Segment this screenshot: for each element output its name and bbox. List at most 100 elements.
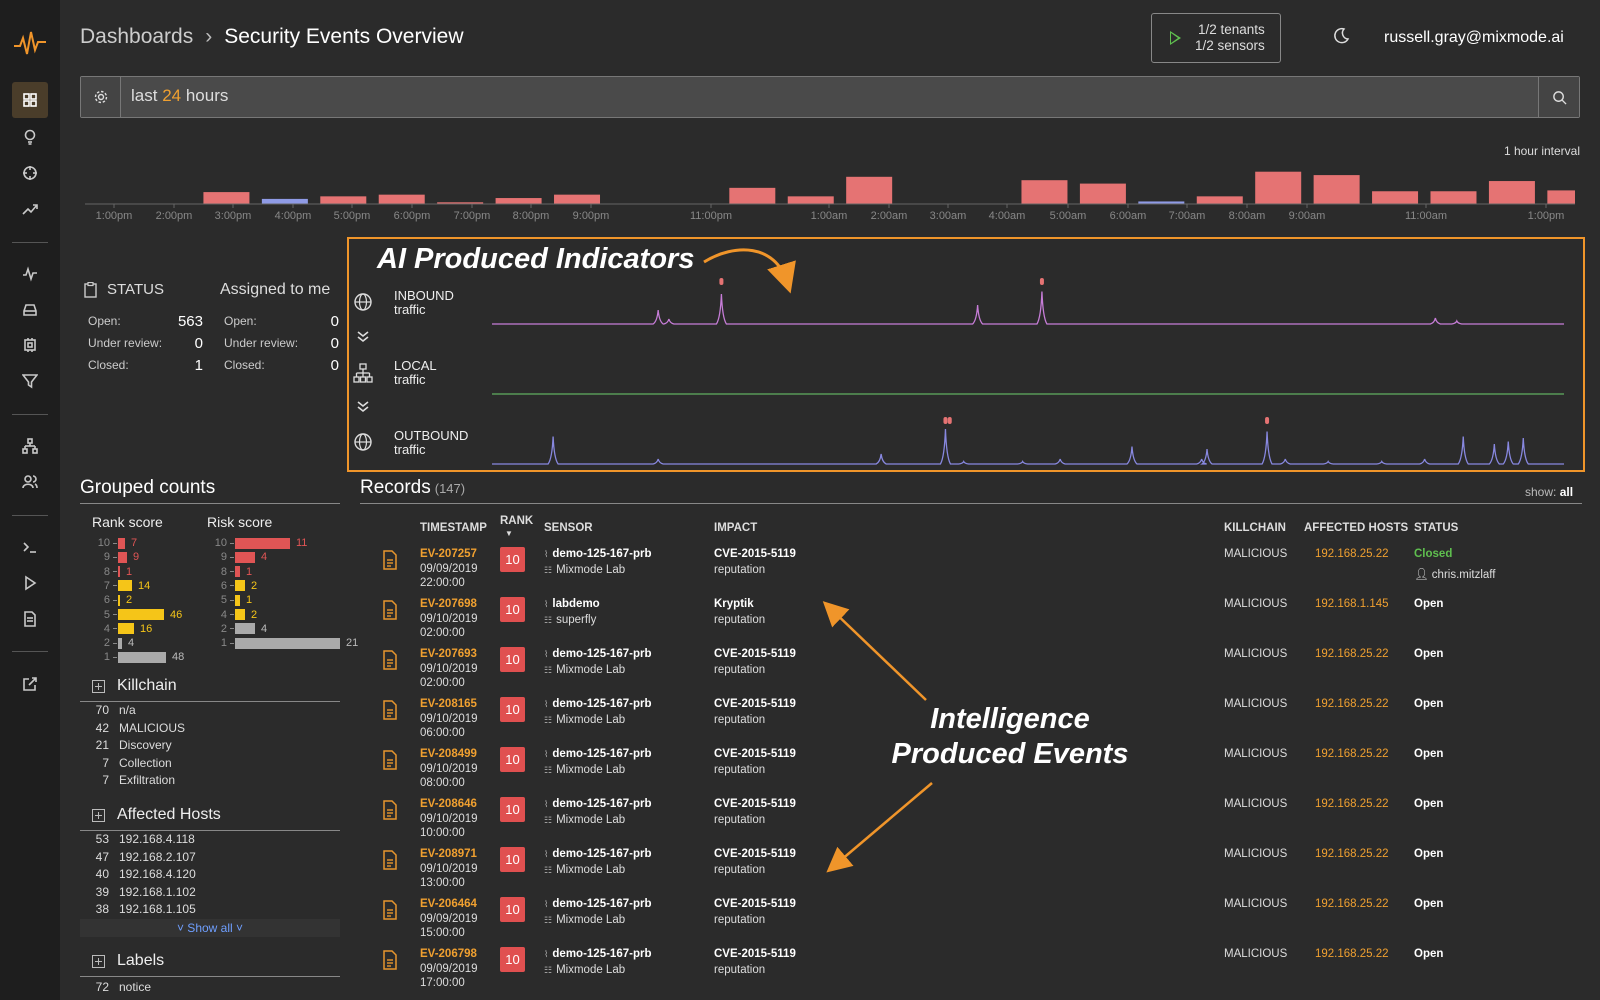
col-timestamp[interactable]: TIMESTAMP [420,522,487,534]
affected-host-link[interactable]: 192.168.25.22 [1315,648,1389,660]
rank-score-bar-row[interactable]: 1 48 [88,650,184,664]
affected-host-row[interactable]: 53 192.168.4.118 [88,832,195,846]
histogram-bar[interactable] [495,198,542,204]
affected-hosts-section-toggle[interactable]: Affected Hosts [92,806,221,824]
anomaly-marker[interactable] [947,417,952,424]
sensor-name[interactable]: demo-125-167-prb [544,698,651,710]
tenants-sensors-button[interactable]: 1/2 tenants 1/2 sensors [1151,13,1281,63]
outbound-sparkline[interactable] [492,428,1564,465]
interval-label[interactable]: 1 hour interval [1503,144,1580,158]
col-impact[interactable]: IMPACT [714,522,758,534]
status-value[interactable]: Open [1414,848,1444,860]
moon-icon[interactable] [1332,27,1350,45]
breadcrumb-dashboards[interactable]: Dashboards [80,25,194,48]
event-id-link[interactable]: EV-207698 [420,598,477,610]
killchain-row[interactable]: 7 Collection [88,756,171,770]
show-filter[interactable]: show: all [1525,485,1574,499]
nav-cpu-icon[interactable] [12,327,48,363]
document-icon[interactable] [382,900,398,920]
histogram-bar[interactable] [261,198,308,204]
labels-section-toggle[interactable]: Labels [92,952,164,970]
nav-play-icon[interactable] [12,565,48,601]
nav-reports-icon[interactable] [12,601,48,637]
histogram-bar[interactable] [1430,191,1477,204]
event-id-link[interactable]: EV-207257 [420,548,477,560]
status-value[interactable]: Closed [1414,548,1453,560]
document-icon[interactable] [382,850,398,870]
nav-dashboards-icon[interactable] [12,82,48,118]
table-row[interactable]: EV-208971 09/10/2019 13:00:00 10 demo-125-16… [360,847,1580,897]
nav-network-icon[interactable] [12,428,48,464]
histogram-bar[interactable] [378,194,425,204]
document-icon[interactable] [382,950,398,970]
status-value[interactable]: Open [1414,598,1444,610]
rank-score-bar-row[interactable]: 5 46 [88,608,182,622]
table-row[interactable]: EV-206798 09/09/2019 17:00:00 10 demo-125-16… [360,947,1580,997]
document-icon[interactable] [382,800,398,820]
event-id-link[interactable]: EV-208971 [420,848,477,860]
assigned-row-under-review[interactable]: Under review: 0 [224,334,339,352]
killchain-row[interactable]: 42 MALICIOUS [88,721,185,735]
table-row[interactable]: EV-208165 09/10/2019 06:00:00 10 demo-125-16… [360,697,1580,747]
status-value[interactable]: Open [1414,948,1444,960]
nav-activity-icon[interactable] [12,256,48,292]
histogram-bar[interactable] [1547,190,1575,204]
affected-host-link[interactable]: 192.168.25.22 [1315,698,1389,710]
search-query-input[interactable]: last 24 hours [131,86,228,106]
event-id-link[interactable]: EV-206798 [420,948,477,960]
rank-score-bar-row[interactable]: 10 7 [88,536,137,550]
histogram-bar[interactable] [203,192,250,204]
col-killchain[interactable]: KILLCHAIN [1224,522,1286,534]
affected-host-link[interactable]: 192.168.25.22 [1315,898,1389,910]
histogram-bar[interactable] [1313,175,1360,204]
affected-host-link[interactable]: 192.168.25.22 [1315,948,1389,960]
col-affected-hosts[interactable]: AFFECTED HOSTS [1304,522,1409,534]
status-row-under-review[interactable]: Under review: 0 [88,334,203,352]
document-icon[interactable] [382,600,398,620]
killchain-row[interactable]: 7 Exfiltration [88,773,175,787]
histogram-bar[interactable] [1372,191,1419,204]
sensor-name[interactable]: demo-125-167-prb [544,798,651,810]
affected-host-link[interactable]: 192.168.25.22 [1315,748,1389,760]
expand-chevron-icon[interactable] [356,330,370,344]
rank-score-bar-row[interactable]: 4 16 [88,622,152,636]
killchain-section-toggle[interactable]: Killchain [92,677,177,695]
status-value[interactable]: Open [1414,748,1444,760]
rank-score-bar-row[interactable]: 7 14 [88,579,150,593]
nav-trends-icon[interactable] [12,191,48,227]
event-id-link[interactable]: EV-208165 [420,698,477,710]
sensor-name[interactable]: demo-125-167-prb [544,548,651,560]
affected-host-link[interactable]: 192.168.25.22 [1315,548,1389,560]
user-menu[interactable]: russell.gray@mixmode.ai [1384,29,1564,46]
table-row[interactable]: EV-207257 09/09/2019 22:00:00 10 demo-125-16… [360,547,1580,597]
document-icon[interactable] [382,750,398,770]
event-id-link[interactable]: EV-206464 [420,898,477,910]
search-settings-button[interactable] [81,77,121,117]
risk-score-bar-row[interactable]: 1 21 [205,636,358,650]
histogram-bar[interactable] [1196,196,1243,204]
anomaly-marker[interactable] [719,278,724,285]
histogram-bar[interactable] [1255,171,1302,204]
document-icon[interactable] [382,550,398,570]
traffic-sparklines[interactable] [492,272,1564,472]
event-id-link[interactable]: EV-208499 [420,748,477,760]
affected-host-row[interactable]: 39 192.168.1.102 [88,885,196,899]
status-row-closed[interactable]: Closed: 1 [88,356,203,374]
event-histogram[interactable]: 1:00pm 2:00pm 3:00pm 4:00pm 5:00pm 6:00pm 7:00… [85,160,1575,232]
assigned-row-closed[interactable]: Closed: 0 [224,356,339,374]
show-all-hosts-button[interactable]: ˅ Show all ˅ [80,919,340,937]
affected-host-link[interactable]: 192.168.25.22 [1315,848,1389,860]
nav-terminal-icon[interactable] [12,529,48,565]
affected-host-row[interactable]: 47 192.168.2.107 [88,850,196,864]
histogram-bar[interactable] [729,187,776,204]
histogram-bar[interactable] [437,202,484,204]
sensor-name[interactable]: demo-125-167-prb [544,848,651,860]
sensor-name[interactable]: demo-125-167-prb [544,898,651,910]
